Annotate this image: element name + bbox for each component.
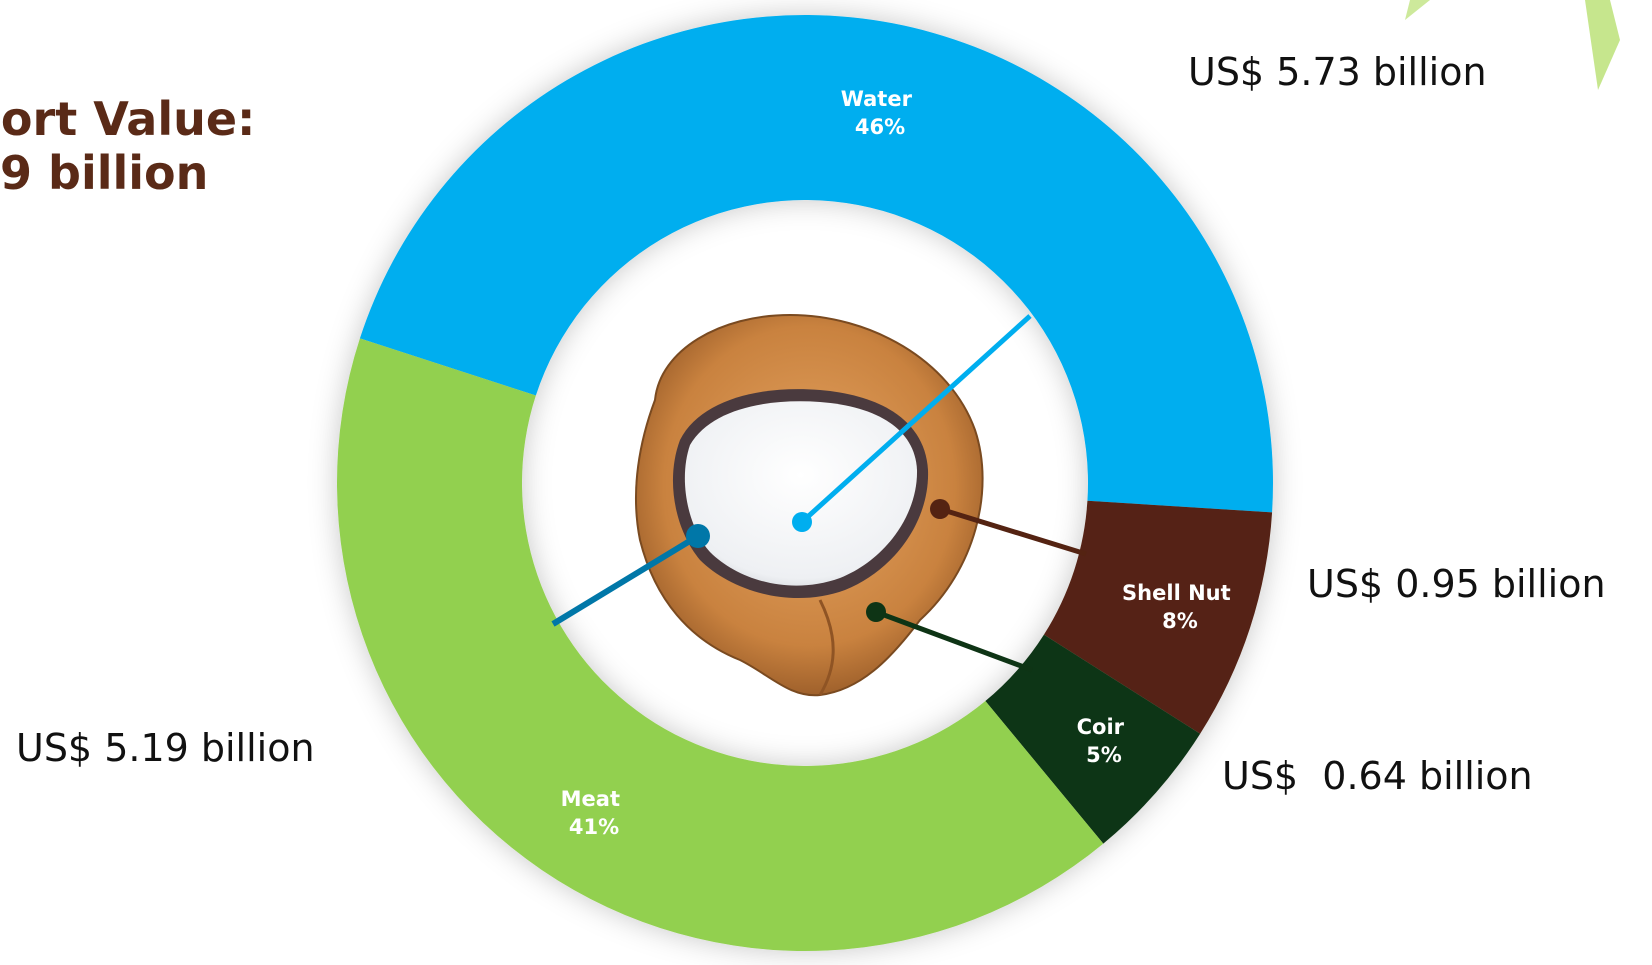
slice-percent-coir: 5%: [1086, 743, 1122, 767]
water-leader-dot: [792, 512, 812, 532]
water-value-label: US$ 5.73 billion: [1188, 50, 1487, 94]
coir-leader-dot: [866, 602, 886, 622]
donut-slice-shell-nut: [1043, 500, 1273, 734]
meat-value-label: US$ 5.19 billion: [16, 726, 315, 770]
svg-text:Shell Nut 8%: Shell Nut 8%: [1122, 581, 1238, 633]
heading-line-1: port Value:: [0, 92, 256, 146]
coir-value-label: US$ 0.64 billion: [1222, 754, 1533, 798]
slice-name-meat: Meat: [561, 787, 620, 811]
slice-percent-water: 46%: [855, 115, 905, 139]
slice-percent-meat: 41%: [569, 815, 619, 839]
svg-text:Meat 41%: Meat 41%: [561, 787, 628, 839]
coconut-meat-flesh: [684, 401, 918, 586]
shell-nut-leader-dot: [930, 499, 950, 519]
meat-leader-line: [551, 533, 700, 627]
slice-name-coir: Coir: [1077, 715, 1125, 739]
coconut-illustration: [635, 313, 984, 697]
slice-name-water: Water: [841, 87, 913, 111]
donut-slice-meat: [336, 338, 1104, 952]
donut-slice-coir: [985, 634, 1201, 844]
water-leader-line: [800, 314, 1032, 524]
export-value-heading: port Value: 19 billion: [0, 92, 255, 200]
donut-slices: [336, 14, 1274, 952]
shell-nut-value-label: US$ 0.95 billion: [1307, 562, 1606, 606]
slice-name-shell-nut: Shell Nut: [1122, 581, 1231, 605]
heading-line-2: 19 billion: [0, 146, 209, 200]
palm-leaf-decoration: [1405, 0, 1620, 90]
svg-text:Coir 5%: Coir 5%: [1077, 715, 1132, 767]
svg-text:Water 46%: Water 46%: [841, 87, 920, 139]
meat-leader-dot: [686, 524, 710, 548]
leader-lines: [551, 314, 1087, 673]
donut-slice-water: [359, 14, 1274, 513]
shell-nut-leader-line: [939, 506, 1087, 557]
slice-percent-shell-nut: 8%: [1162, 609, 1198, 633]
coir-leader-line: [875, 609, 1033, 673]
slice-labels: Water 46% Shell Nut 8% Coir 5% Meat 41%: [561, 87, 1238, 839]
